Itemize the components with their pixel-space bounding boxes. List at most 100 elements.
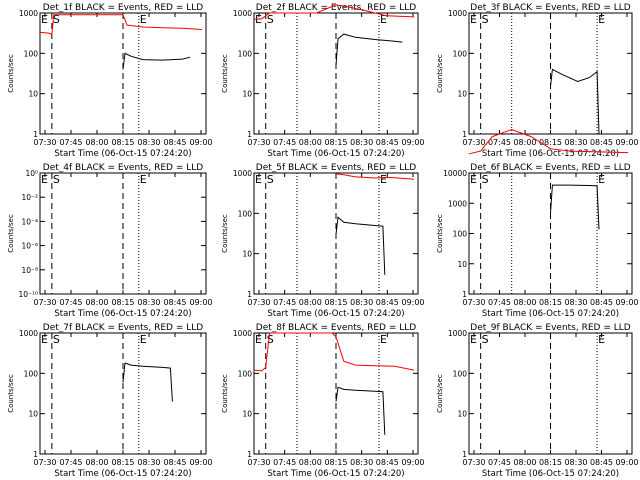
y-tick-label: 1000 (448, 329, 467, 338)
x-axis-label: Start Time (06-Oct-15 07:24:20) (267, 309, 404, 319)
marker-label: E (41, 13, 48, 26)
marker-label: E (140, 13, 147, 26)
y-tick-label: 1000 (448, 199, 467, 208)
x-tick-label: 07:30 (247, 458, 270, 467)
x-axis-label: Start Time (06-Oct-15 07:24:20) (54, 469, 191, 479)
x-tick-label: 08:00 (85, 298, 108, 307)
chart-title: Det_7f BLACK = Events, RED = LLD (43, 323, 203, 333)
y-tick-label: 10000 (443, 169, 467, 178)
x-tick-label: 07:30 (247, 298, 270, 307)
x-axis-label: Start Time (06-Oct-15 07:24:20) (482, 469, 619, 479)
y-axis-label: Counts/sec (436, 214, 444, 253)
y-tick-label: 100 (238, 369, 253, 378)
x-tick-label: 08:30 (350, 298, 373, 307)
y-tick-label: 10 (28, 90, 38, 99)
x-tick-label: 08:45 (163, 298, 186, 307)
x-tick-label: 08:00 (85, 138, 108, 147)
x-axis-label: Start Time (06-Oct-15 07:24:20) (267, 149, 404, 159)
y-tick-label: 10⁻⁸ (21, 266, 38, 275)
y-tick-label: 1 (33, 450, 38, 459)
marker-label: E (470, 333, 477, 346)
marker-label: S (267, 333, 274, 346)
y-tick-label: 100 (24, 369, 39, 378)
x-tick-label: 09:00 (401, 138, 424, 147)
series-line-black (335, 33, 403, 66)
y-axis-label: Counts/sec (7, 214, 15, 253)
x-tick-label: 07:45 (273, 138, 296, 147)
y-tick-label: 1000 (19, 9, 38, 18)
x-tick-label: 07:45 (59, 138, 82, 147)
x-tick-label: 07:45 (273, 298, 296, 307)
x-axis-label: Start Time (06-Oct-15 07:24:20) (267, 469, 404, 479)
y-tick-label: 1 (247, 130, 252, 139)
y-axis-label: Counts/sec (436, 54, 444, 93)
marker-label: E (255, 13, 262, 26)
x-tick-label: 08:15 (111, 458, 134, 467)
x-tick-label: 08:00 (513, 298, 536, 307)
chart-title: Det_4f BLACK = Events, RED = LLD (43, 163, 203, 173)
x-tick-label: 08:45 (376, 298, 399, 307)
panel-det-3: Det_3f BLACK = Events, RED = LLD Start Ti… (436, 3, 639, 159)
x-tick-label: 08:00 (299, 458, 322, 467)
y-axis-label: Counts/sec (7, 374, 15, 413)
y-axis-label: Counts/sec (221, 374, 229, 413)
marker-label: S (482, 333, 489, 346)
x-axis-label: Start Time (06-Oct-15 07:24:20) (54, 149, 191, 159)
marker-label: S (482, 13, 489, 26)
x-tick-label: 08:15 (324, 298, 347, 307)
series-line-red (39, 14, 203, 35)
x-tick-label: 08:45 (590, 458, 613, 467)
series-line-black (122, 362, 173, 402)
chart-title: Det_5f BLACK = Events, RED = LLD (256, 163, 416, 173)
panel-det-6: Det_6f BLACK = Events, RED = LLD Start Ti… (436, 128, 639, 319)
series-line-black (550, 184, 600, 230)
y-tick-label: 10 (457, 410, 467, 419)
x-tick-label: 07:45 (59, 458, 82, 467)
x-tick-label: 08:00 (85, 458, 108, 467)
marker-label: E (41, 333, 48, 346)
x-tick-label: 07:45 (273, 458, 296, 467)
x-tick-label: 08:30 (137, 138, 160, 147)
marker-label: E (598, 173, 605, 186)
series-line-red (468, 128, 629, 155)
x-tick-label: 08:00 (299, 298, 322, 307)
series-line-black (335, 216, 386, 275)
chart-title: Det_9f BLACK = Events, RED = LLD (470, 323, 630, 333)
x-tick-label: 09:00 (189, 298, 212, 307)
x-tick-label: 07:30 (462, 138, 485, 147)
series-line-red (253, 332, 415, 372)
y-axis-label: Counts/sec (7, 54, 15, 93)
x-tick-label: 08:45 (376, 138, 399, 147)
marker-label: E (255, 333, 262, 346)
y-tick-label: 10⁻⁶ (21, 242, 38, 251)
y-tick-label: 10 (457, 260, 467, 269)
marker-label: E (255, 173, 262, 186)
x-tick-label: 09:00 (189, 138, 212, 147)
y-tick-label: 1000 (233, 169, 252, 178)
y-axis-label: Counts/sec (221, 214, 229, 253)
panel-det-9: Det_9f BLACK = Events, RED = LLD Start Ti… (436, 323, 639, 479)
y-tick-label: 10⁻⁴ (21, 217, 38, 226)
marker-label: E (380, 173, 387, 186)
x-axis-label: Start Time (06-Oct-15 07:24:20) (482, 149, 619, 159)
x-tick-label: 09:00 (615, 298, 638, 307)
x-tick-label: 08:00 (513, 458, 536, 467)
marker-label: E (598, 333, 605, 346)
y-tick-label: 100 (24, 49, 39, 58)
x-tick-label: 08:00 (299, 138, 322, 147)
marker-label: E (140, 333, 147, 346)
y-tick-label: 100 (453, 230, 468, 239)
series-line-red (335, 173, 415, 180)
x-tick-label: 09:00 (189, 458, 212, 467)
y-tick-label: 1 (462, 450, 467, 459)
x-tick-label: 08:45 (376, 458, 399, 467)
x-tick-label: 08:30 (350, 458, 373, 467)
marker-label: E (598, 13, 605, 26)
x-tick-label: 09:00 (401, 458, 424, 467)
series-line-red (253, 4, 415, 20)
x-tick-label: 08:45 (590, 298, 613, 307)
y-tick-label: 10⁻¹⁰ (18, 290, 38, 299)
x-tick-label: 08:15 (539, 298, 562, 307)
y-tick-label: 1000 (448, 9, 467, 18)
